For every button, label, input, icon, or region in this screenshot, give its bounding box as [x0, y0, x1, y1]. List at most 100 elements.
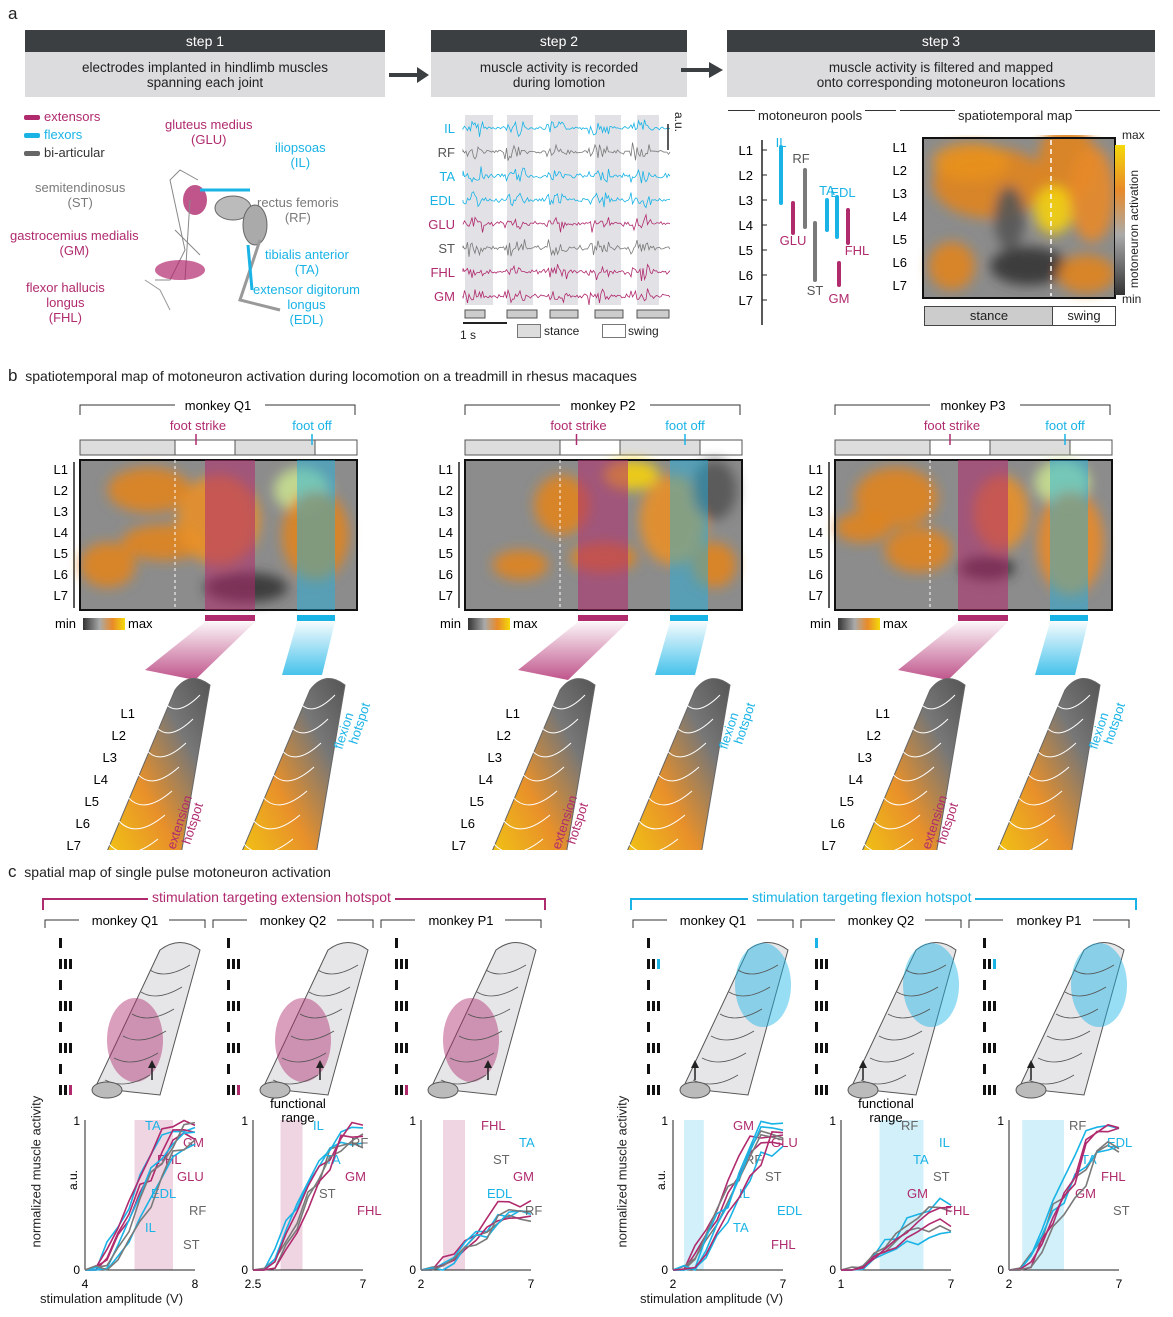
ext-1-dash-3-2 [237, 1001, 240, 1011]
b1-ext-bar [578, 615, 628, 621]
b0-cord-body-ext [107, 678, 211, 850]
ext-2-dash-7-0 [395, 1085, 398, 1095]
flex-0-dash-2-0 [647, 980, 650, 990]
ext-0-dash-3-2 [69, 1001, 72, 1011]
map-a-blob-6 [990, 246, 1067, 286]
b1-gait-2 [559, 439, 621, 456]
label-fhl-abbr: (FHL) [48, 310, 82, 325]
flex-2-cord-body [1018, 942, 1125, 1096]
b0-cord-line-flex-0 [297, 694, 336, 710]
flex-0-dash-5-0 [647, 1043, 650, 1053]
flex-2-arrowhead [1027, 1060, 1035, 1068]
b1-cord-seg-L2: L2 [497, 728, 511, 743]
emg-label-IL: IL [444, 121, 455, 136]
emg-label-GLU: GLU [428, 217, 455, 232]
b2-seg-L7: L7 [809, 588, 823, 603]
ext-2-cord-line-0 [485, 964, 527, 975]
b1-ext-band [578, 460, 628, 610]
flex-1-dash-1-1 [820, 959, 823, 969]
flex-0-cord-line-1 [728, 986, 771, 997]
map-a-blob-7 [1057, 254, 1115, 294]
ext-1-dash-5-2 [237, 1043, 240, 1053]
b0-cord-line-flex-5 [252, 814, 301, 830]
flex-0-label-IL: IL [739, 1186, 750, 1201]
flex-1-arrowhead [859, 1060, 867, 1068]
step-2-line-2: during lomotion [512, 74, 606, 90]
b2-cord-seg-L5: L5 [840, 794, 854, 809]
step-3-line-2: onto corresponding motoneuron locations [816, 74, 1066, 90]
emg-stance-band-1 [507, 115, 533, 305]
b1-flex-bar [670, 615, 708, 621]
b1-cord-seg-L5: L5 [470, 794, 484, 809]
b0-cord-line-flex-1 [288, 718, 329, 734]
label-il-name: iliopsoas [275, 140, 326, 155]
ext-2-dash-5-2 [405, 1043, 408, 1053]
flex-2-cord-end [1015, 1081, 1047, 1099]
b2-cord-line-ext-5 [872, 814, 921, 830]
flex-1-label-TA: TA [913, 1152, 929, 1167]
ext-0-cord-line-3 [122, 1030, 167, 1041]
ext-1-title: monkey Q2 [260, 913, 326, 928]
b0-gait-1 [79, 439, 176, 456]
b2-seg-L1: L1 [809, 462, 823, 477]
b1-gait-1 [464, 439, 561, 456]
ext-0-line-GLU [84, 1132, 196, 1271]
b0-cord-ext [107, 678, 211, 850]
b0-foot-strike: foot strike [170, 418, 226, 433]
ext-2-line-RF [421, 1208, 532, 1271]
b1-cord-seg-L3: L3 [488, 750, 502, 765]
ext-1-dash-3-0 [227, 1001, 230, 1011]
ext-0-label-RF: RF [189, 1203, 206, 1218]
ext-1-line-ST [253, 1133, 364, 1271]
ext-0-label-GLU: GLU [177, 1169, 204, 1184]
step-2-header: step 2 [431, 30, 687, 52]
ext-1-ytick-0: 0 [241, 1263, 248, 1277]
b0-seg-L1: L1 [54, 462, 68, 477]
pool-label-IL: IL [776, 135, 787, 150]
b2-gait-4 [1069, 439, 1113, 456]
b1-cord-seg-L4: L4 [479, 772, 493, 787]
flex-2-cord-line-2 [1055, 1008, 1099, 1019]
flex-2-label-EDL: EDL [1107, 1135, 1132, 1150]
ext-2-functional-range [443, 1120, 465, 1270]
b1-cord-line-ext-1 [538, 718, 579, 734]
flex-1-dash-1-2 [825, 959, 828, 969]
map-swing-bar: swing [1052, 306, 1116, 326]
emg-trace-RF [462, 142, 671, 161]
emg-stance-band-0 [465, 115, 493, 305]
emg-stance-band-4 [637, 115, 659, 305]
b2-seg-L6: L6 [809, 567, 823, 582]
b2-cord-line-flex-1 [1043, 718, 1084, 734]
colorbar-min-a: min [1122, 292, 1142, 306]
emg-trace-GM [462, 288, 671, 305]
ext-0-title-bg [79, 912, 169, 928]
pool-label-RF: RF [792, 151, 809, 166]
b2-map-blob-5 [835, 512, 891, 543]
b0-seg-L6: L6 [54, 567, 68, 582]
flex-0-dash-7-2 [657, 1085, 660, 1095]
ext-1-cord-line-0 [317, 964, 359, 975]
flex-2-dash-1-0 [983, 959, 986, 969]
b1-flex-proj [655, 622, 708, 675]
arrow-right-icon-1 [389, 67, 429, 83]
ext-2-label-TA: TA [519, 1135, 535, 1150]
colorbar-label-a-2: activation [1127, 170, 1141, 221]
flex-1-dash-4-0 [815, 1022, 818, 1032]
ext-1-label-GM: GM [345, 1169, 366, 1184]
b1-cord-line-flex-0 [682, 694, 721, 710]
flex-2-line-ST [1009, 1140, 1120, 1271]
b2-seg-L2: L2 [809, 483, 823, 498]
label-rf-name: rectus femoris [257, 195, 339, 210]
ext-0-yunit: a.u. [66, 1170, 80, 1190]
ext-0-dash-5-2 [69, 1043, 72, 1053]
b0-cord-line-flex-4 [261, 790, 308, 806]
ext-1-dash-5-1 [232, 1043, 235, 1053]
flex-1-label-GM: GM [907, 1186, 928, 1201]
ext-0-dash-7-0 [59, 1085, 62, 1095]
ext-0-dash-5-1 [64, 1043, 67, 1053]
ext-1-dash-7-2 [237, 1085, 240, 1095]
b0-cmax: max [128, 616, 153, 631]
flex-2-dash-3-2 [993, 1001, 996, 1011]
b2-flex-proj [1035, 622, 1088, 675]
ext-2-dash-1-2 [405, 959, 408, 969]
